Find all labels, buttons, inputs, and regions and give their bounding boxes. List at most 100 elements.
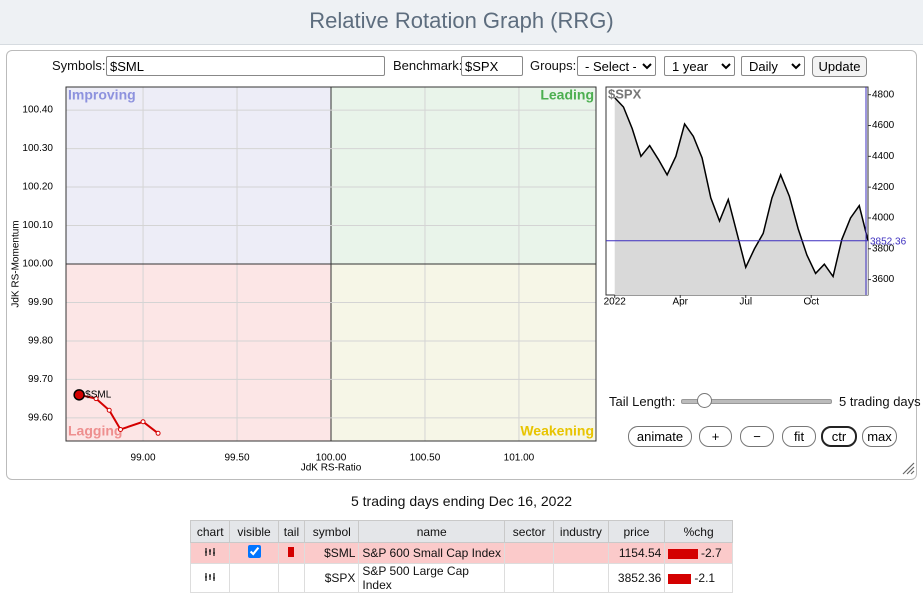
tail-head [73,389,85,401]
price-area [614,97,868,295]
name-cell: S&P 500 Large Cap Index [358,563,505,593]
slider-track[interactable] [681,399,832,404]
series-label: $SML [85,389,112,400]
tail-length-value: 5 trading days [839,394,921,409]
x-tick-label: Jul [739,297,752,308]
chart-icon[interactable] [204,547,216,557]
quadrant-label: Lagging [68,423,122,439]
quadrant-leading [331,87,596,264]
tail-point [106,407,112,413]
header-row: chart visible tail symbol name sector industry… [189,520,733,543]
y-tick-label: 4800 [872,89,895,100]
column-header[interactable]: %chg [664,520,733,543]
y-tick-label: 4200 [872,182,895,193]
change-cell: -2.1 [664,563,733,593]
price-cell: 3852.36 [607,563,666,593]
symbol-cell: $SML [304,542,360,564]
change-bar [668,548,698,559]
tail-point [140,419,146,425]
x-tick-label: Oct [803,297,819,308]
y-axis-title: JdK RS-Momentum [11,220,22,307]
y-tick-label: 99.90 [28,297,53,308]
y-tick-label: 100.10 [22,220,53,231]
price-cell: 1154.54 [607,542,666,564]
sector-cell [503,542,555,564]
x-tick-label: 99.50 [225,453,250,464]
table-row[interactable]: $SPX S&P 500 Large Cap Index 3852.36 -2.1 [189,563,733,593]
column-header[interactable]: sector [503,520,555,543]
sector-cell [503,563,555,593]
quadrant-weakening [331,264,596,441]
groups-label: Groups: [530,58,577,73]
tail-point [93,396,99,402]
x-tick-label: 101.00 [504,453,535,464]
panel [6,50,917,480]
tail-swatch [288,547,295,557]
benchmark-input[interactable] [461,56,523,76]
control-button[interactable]: − [740,426,774,447]
quadrant-label: Improving [68,87,136,103]
symbols-input[interactable] [106,56,385,76]
y-tick-label: 100.00 [22,259,53,270]
update-button[interactable]: Update [812,56,867,77]
control-button[interactable]: max [862,426,897,447]
frequency-select[interactable]: Daily [741,56,805,76]
column-header[interactable]: tail [277,520,306,543]
caption: 5 trading days ending Dec 16, 2022 [350,493,573,509]
control-button[interactable]: animate [628,426,692,447]
column-header[interactable]: chart [189,520,231,543]
button-row: animate + − fit ctr max [628,426,908,448]
x-tick-label: 100.00 [316,453,347,464]
industry-cell [553,563,609,593]
chart-cell [189,542,231,564]
y-tick-label: 3600 [872,274,895,285]
column-header[interactable]: name [358,520,505,543]
column-header[interactable]: price [607,520,666,543]
symbol-table: chart visible tail symbol name sector industry… [189,520,733,593]
x-axis-title: JdK RS-Ratio [301,463,362,474]
column-header[interactable]: symbol [304,520,360,543]
price-line [614,97,869,279]
change-value: -2.1 [694,571,716,585]
benchmark-label: Benchmark: [393,58,463,73]
control-button[interactable]: + [699,426,732,447]
tail-point [155,430,161,436]
y-tick-label: 100.20 [22,182,53,193]
x-tick-label: 100.50 [410,453,441,464]
quadrant-improving [66,87,331,264]
control-button[interactable]: ctr [821,426,857,447]
y-tick-label: 99.70 [28,374,53,385]
x-tick-label: 2022 [604,297,627,308]
y-tick-label: 3800 [872,243,895,254]
y-tick-label: 99.60 [28,413,53,424]
page-title: Relative Rotation Graph (RRG) [309,8,614,33]
period-select[interactable]: 1 year [664,56,735,76]
table-row[interactable]: $SML S&P 600 Small Cap Index 1154.54 -2.7 [189,542,733,564]
control-button[interactable]: fit [782,426,816,447]
symbol-cell: $SPX [304,563,360,593]
resize-handle[interactable] [900,460,916,476]
column-header[interactable]: visible [229,520,279,543]
symbols-label: Symbols: [52,58,106,73]
tail-cell [277,542,306,564]
slider-thumb[interactable] [697,393,712,408]
last-price-label: 3852.36 [870,236,907,247]
chart-title: $SPX [608,86,642,101]
plot-frame [65,86,597,442]
change-cell: -2.7 [664,542,733,564]
tail-length-label: Tail Length: [609,394,676,409]
name-cell: S&P 600 Small Cap Index [358,542,505,564]
column-header[interactable]: industry [553,520,609,543]
chart-icon[interactable] [204,572,216,582]
change-bar [668,573,692,584]
groups-select[interactable]: - Select - [577,56,656,76]
tail-point [118,426,124,432]
y-tick-label: 4400 [872,151,895,162]
y-tick-label: 4000 [872,213,895,224]
quadrant-label: Leading [540,87,594,103]
title-bar [0,0,923,45]
x-tick-label: 99.00 [131,453,156,464]
visible-checkbox[interactable] [247,545,261,558]
